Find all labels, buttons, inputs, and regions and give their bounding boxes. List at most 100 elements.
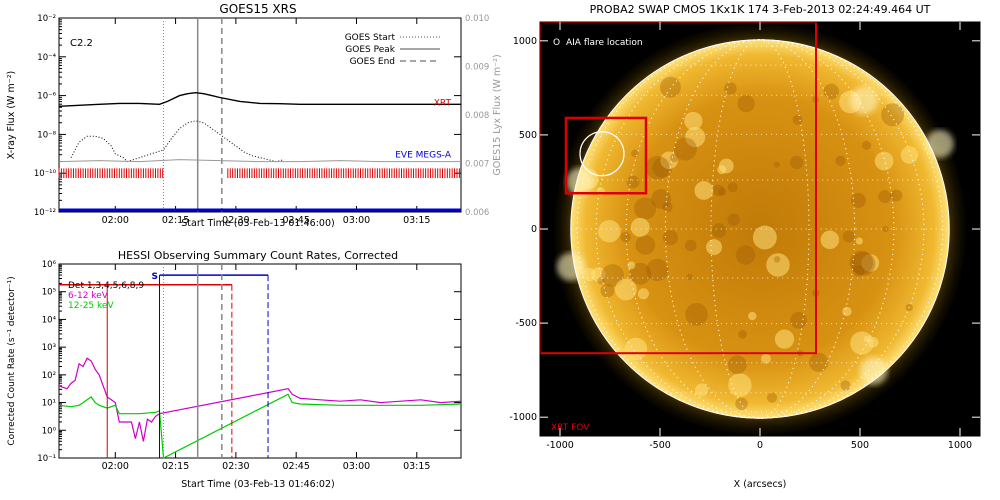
sun-texture-blob	[597, 276, 605, 285]
sun-texture-blob	[735, 397, 748, 411]
hessi-ytick-label: 10⁶	[42, 260, 57, 270]
goes-series-line-2	[58, 91, 461, 107]
sun-texture-blob	[629, 262, 652, 285]
sun-texture-blob	[878, 190, 892, 204]
hessi-legend-label: 12-25 keV	[68, 301, 114, 311]
sun-texture-blob	[790, 311, 808, 329]
sun-texture-blob	[735, 245, 756, 265]
sun-texture-blob	[881, 103, 905, 127]
sun-texture-blob	[820, 230, 840, 250]
swap-annotation: AIA flare location	[566, 38, 643, 48]
sun-texture-blob	[840, 380, 851, 391]
goes-yright-tick-label: 0.007	[465, 160, 489, 170]
goes-ytick-label: 10⁻²	[37, 14, 56, 24]
hessi-ylabel: Corrected Count Rate (s⁻¹ detector⁻¹)	[7, 276, 17, 445]
sun-texture-blob	[646, 258, 669, 282]
goes-xtick-label: 03:15	[403, 215, 430, 226]
swap-ytick-label: 1000	[513, 36, 537, 47]
sun-texture-blob	[727, 182, 738, 193]
sun-texture-blob	[582, 267, 596, 282]
sun-texture-blob	[662, 229, 678, 246]
sun-texture-blob	[861, 254, 880, 272]
goes-plot-frame	[58, 17, 462, 213]
goes-title: GOES15 XRS	[219, 2, 296, 16]
sun-texture-blob	[685, 303, 708, 326]
sun-texture-blob	[855, 237, 863, 245]
sun-texture-blob	[645, 155, 670, 180]
sun-texture-blob	[738, 329, 747, 339]
goes-series-line-3	[70, 120, 285, 163]
sun-texture-blob	[637, 288, 649, 300]
swap-title: PROBA2 SWAP CMOS 1Kx1K 174 3-Feb-2013 02…	[590, 3, 931, 16]
hessi-xtick-label: 03:15	[403, 461, 430, 472]
sun-texture-blob	[712, 184, 725, 197]
sun-texture-blob	[634, 197, 657, 220]
goes-yright-tick-label: 0.010	[465, 14, 489, 24]
sun-texture-blob	[685, 127, 706, 148]
sun-texture-blob	[662, 202, 673, 213]
sun-texture-blob	[766, 392, 778, 403]
hessi-plot-frame	[58, 263, 462, 459]
goes-legend-label: GOES End	[350, 57, 395, 67]
grid-longitude	[595, 39, 925, 419]
sun-texture-blob	[766, 253, 790, 277]
goes-ytick-label: 10⁻⁴	[37, 53, 56, 63]
sun-texture-blob	[711, 223, 727, 238]
swap-xtick-label: 500	[851, 440, 869, 451]
sun-texture-blob	[600, 283, 615, 298]
goes-ytick-label: 10⁻¹⁰	[34, 169, 57, 179]
sun-texture-blob	[752, 225, 777, 250]
swap-image	[540, 22, 972, 436]
hessi-series-line-0	[58, 357, 462, 442]
sun-texture-blob	[659, 76, 681, 98]
sun-texture-blob	[624, 337, 648, 361]
hessi-ytick-label: 10²	[42, 371, 56, 381]
sun-texture-blob	[614, 278, 637, 301]
swap-axes: -1000 -500 0 500 1000 1000 500 0 -500 -1000	[509, 22, 980, 451]
sun-texture-blob	[842, 306, 852, 317]
hessi-xtick-label: 03:00	[343, 461, 370, 472]
goes-flare-class: C2.2	[70, 38, 93, 49]
hessi-series-group: 02:00 02:15 02:30 02:45 03:00 03:15 10⁻¹ 10⁰ 10¹…	[37, 260, 462, 472]
sun-texture-blob	[789, 155, 804, 170]
sun-texture-blob	[686, 273, 694, 281]
goes-ytick-label: 10⁻¹²	[34, 208, 56, 218]
swap-xtick-label: -1000	[546, 440, 574, 451]
sun-texture-blob	[748, 311, 757, 321]
xrt-fov-label: XRT FOV	[551, 423, 590, 433]
swap-xtick-label: 0	[757, 440, 763, 451]
sun-texture-blob	[761, 353, 771, 364]
sun-texture-blob	[601, 264, 624, 287]
sun-texture-blob	[727, 355, 747, 375]
sun-texture-blob	[773, 256, 781, 263]
swap-xlabel: X (arcsecs)	[734, 479, 787, 490]
sun-texture-blob	[706, 239, 723, 256]
goes-ytick-label: 10⁻⁶	[37, 92, 56, 102]
sun-texture-blob	[849, 250, 874, 275]
goes-ylabel: X-ray Flux (W m⁻²)	[6, 71, 17, 160]
sun-texture-blob	[626, 175, 640, 189]
sun-texture-blob	[651, 188, 672, 209]
hessi-xtick-label: 02:45	[282, 461, 309, 472]
hessi-ytick-label: 10⁴	[42, 315, 57, 325]
grid-longitude	[710, 39, 810, 419]
sun-texture-blob	[900, 146, 919, 164]
hessi-ytick-label: 10³	[42, 343, 56, 353]
sun-bright-region	[556, 252, 585, 281]
hessi-xtick-label: 02:15	[162, 461, 189, 472]
sun-texture-blob	[850, 193, 866, 208]
sun-texture-blob	[862, 140, 872, 150]
sun-texture-blob	[684, 111, 703, 131]
goes-yright-tick-label: 0.009	[465, 63, 489, 73]
hessi-legend-label: 6-12 keV	[68, 291, 109, 301]
goes-legend: GOES Start GOES Peak GOES End	[345, 33, 440, 67]
sun-texture-blob	[598, 220, 621, 243]
goes-legend-label: GOES Start	[345, 33, 396, 43]
hessi-xlabel: Start Time (03-Feb-13 01:46:02)	[181, 479, 334, 490]
sun-texture-blob	[631, 149, 639, 158]
sun-texture-blob	[630, 217, 650, 237]
goes-ytick-label: 10⁻⁸	[37, 130, 56, 140]
swap-ytick-label: 0	[531, 224, 537, 235]
goes-xtick-label: 02:45	[282, 215, 309, 226]
